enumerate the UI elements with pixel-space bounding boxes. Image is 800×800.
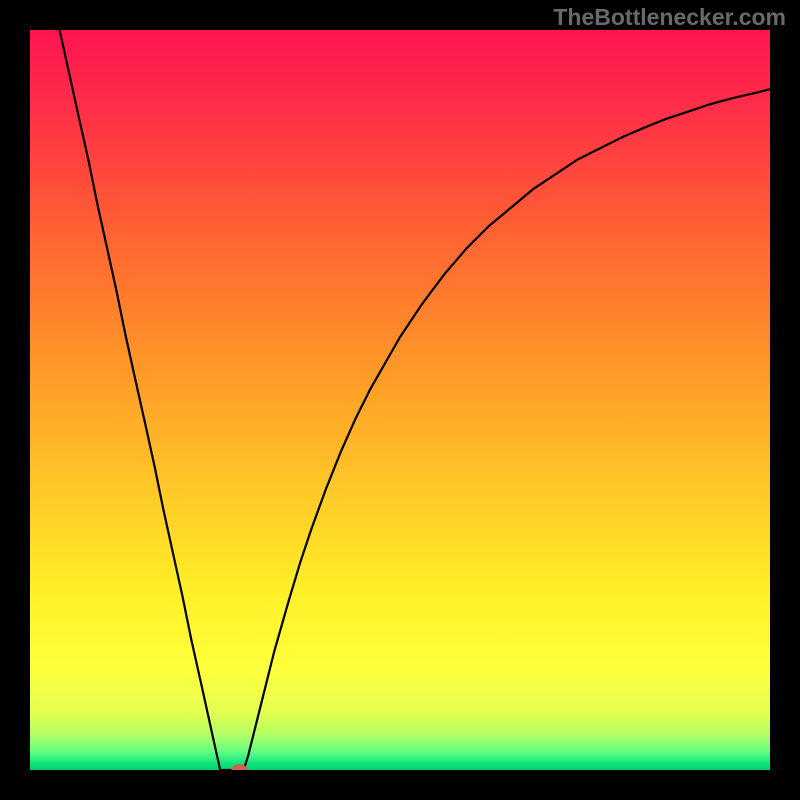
chart-svg: [30, 30, 770, 770]
watermark-text: TheBottlenecker.com: [553, 4, 786, 31]
chart-frame: TheBottlenecker.com: [0, 0, 800, 800]
plot-area: [30, 30, 770, 770]
